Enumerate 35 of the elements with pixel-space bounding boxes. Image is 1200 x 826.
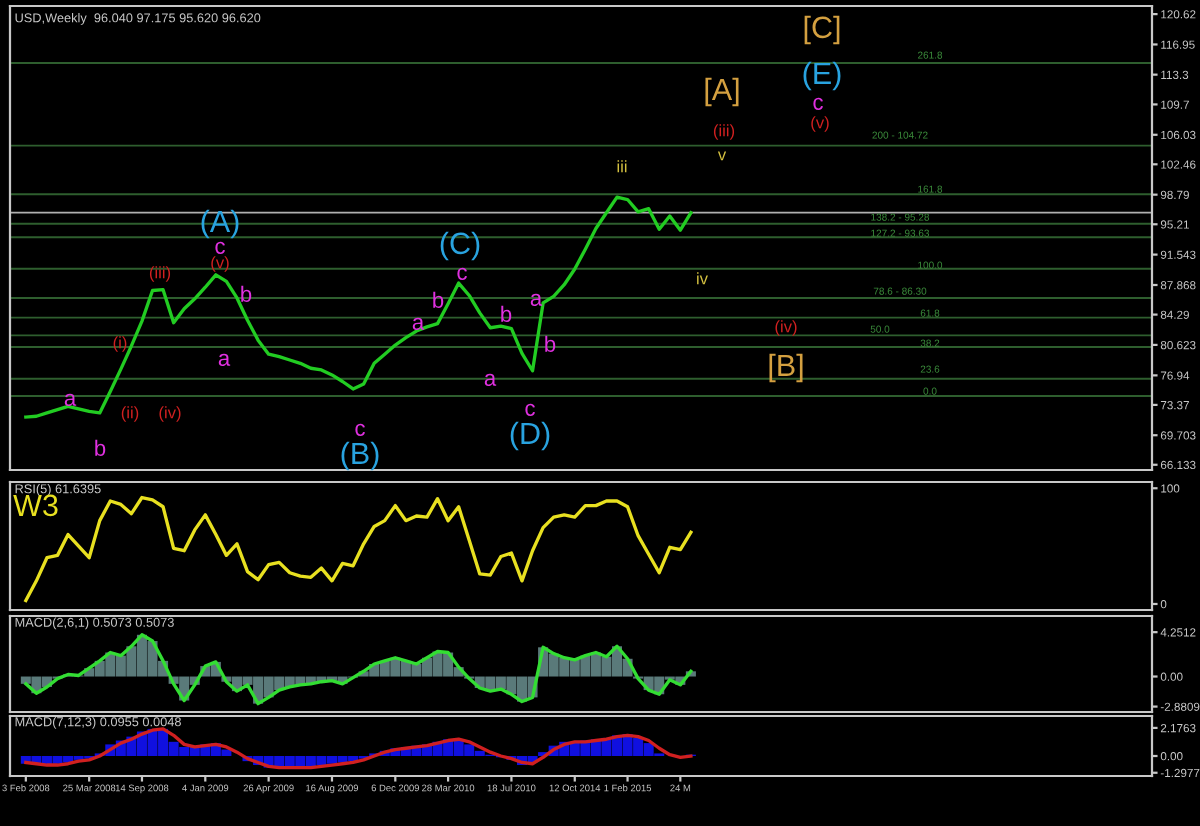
text: [A]	[705, 77, 739, 107]
annotation: (D)	[510, 421, 550, 451]
annotation: b	[501, 305, 512, 322]
annotation: (iv)	[159, 406, 181, 422]
annotation: (C)	[440, 231, 480, 261]
text: [B]	[769, 353, 803, 383]
annotation: (iii)	[149, 266, 171, 282]
annotation: (i)	[113, 336, 127, 352]
text: [C]	[804, 15, 840, 45]
annotation: a	[218, 353, 231, 366]
annotation: c	[525, 403, 535, 416]
annotation: (v)	[211, 256, 229, 272]
annotation: a	[530, 293, 543, 306]
annotation: b	[241, 285, 252, 302]
annotation: (B)	[341, 441, 379, 471]
text: (v)	[811, 116, 829, 132]
text: iv	[697, 272, 708, 285]
annotation: b	[95, 439, 106, 456]
annotation: a	[64, 393, 77, 406]
annotation: a	[484, 373, 497, 386]
text: v	[717, 151, 727, 161]
annotation: c	[355, 423, 365, 436]
annotation: c	[457, 267, 467, 280]
annotation: b	[433, 291, 444, 308]
annotation: (ii)	[121, 406, 139, 422]
annotation: a	[412, 317, 425, 330]
text: (iv)	[775, 320, 797, 336]
annotation: W3	[13, 494, 58, 517]
annotation: b	[545, 335, 556, 352]
annotation: c	[215, 241, 225, 254]
annotation: (A)	[201, 209, 239, 239]
text: c	[813, 97, 823, 110]
text: (E)	[803, 61, 841, 91]
text: (iii)	[713, 124, 735, 140]
annotation: iii	[617, 160, 627, 173]
